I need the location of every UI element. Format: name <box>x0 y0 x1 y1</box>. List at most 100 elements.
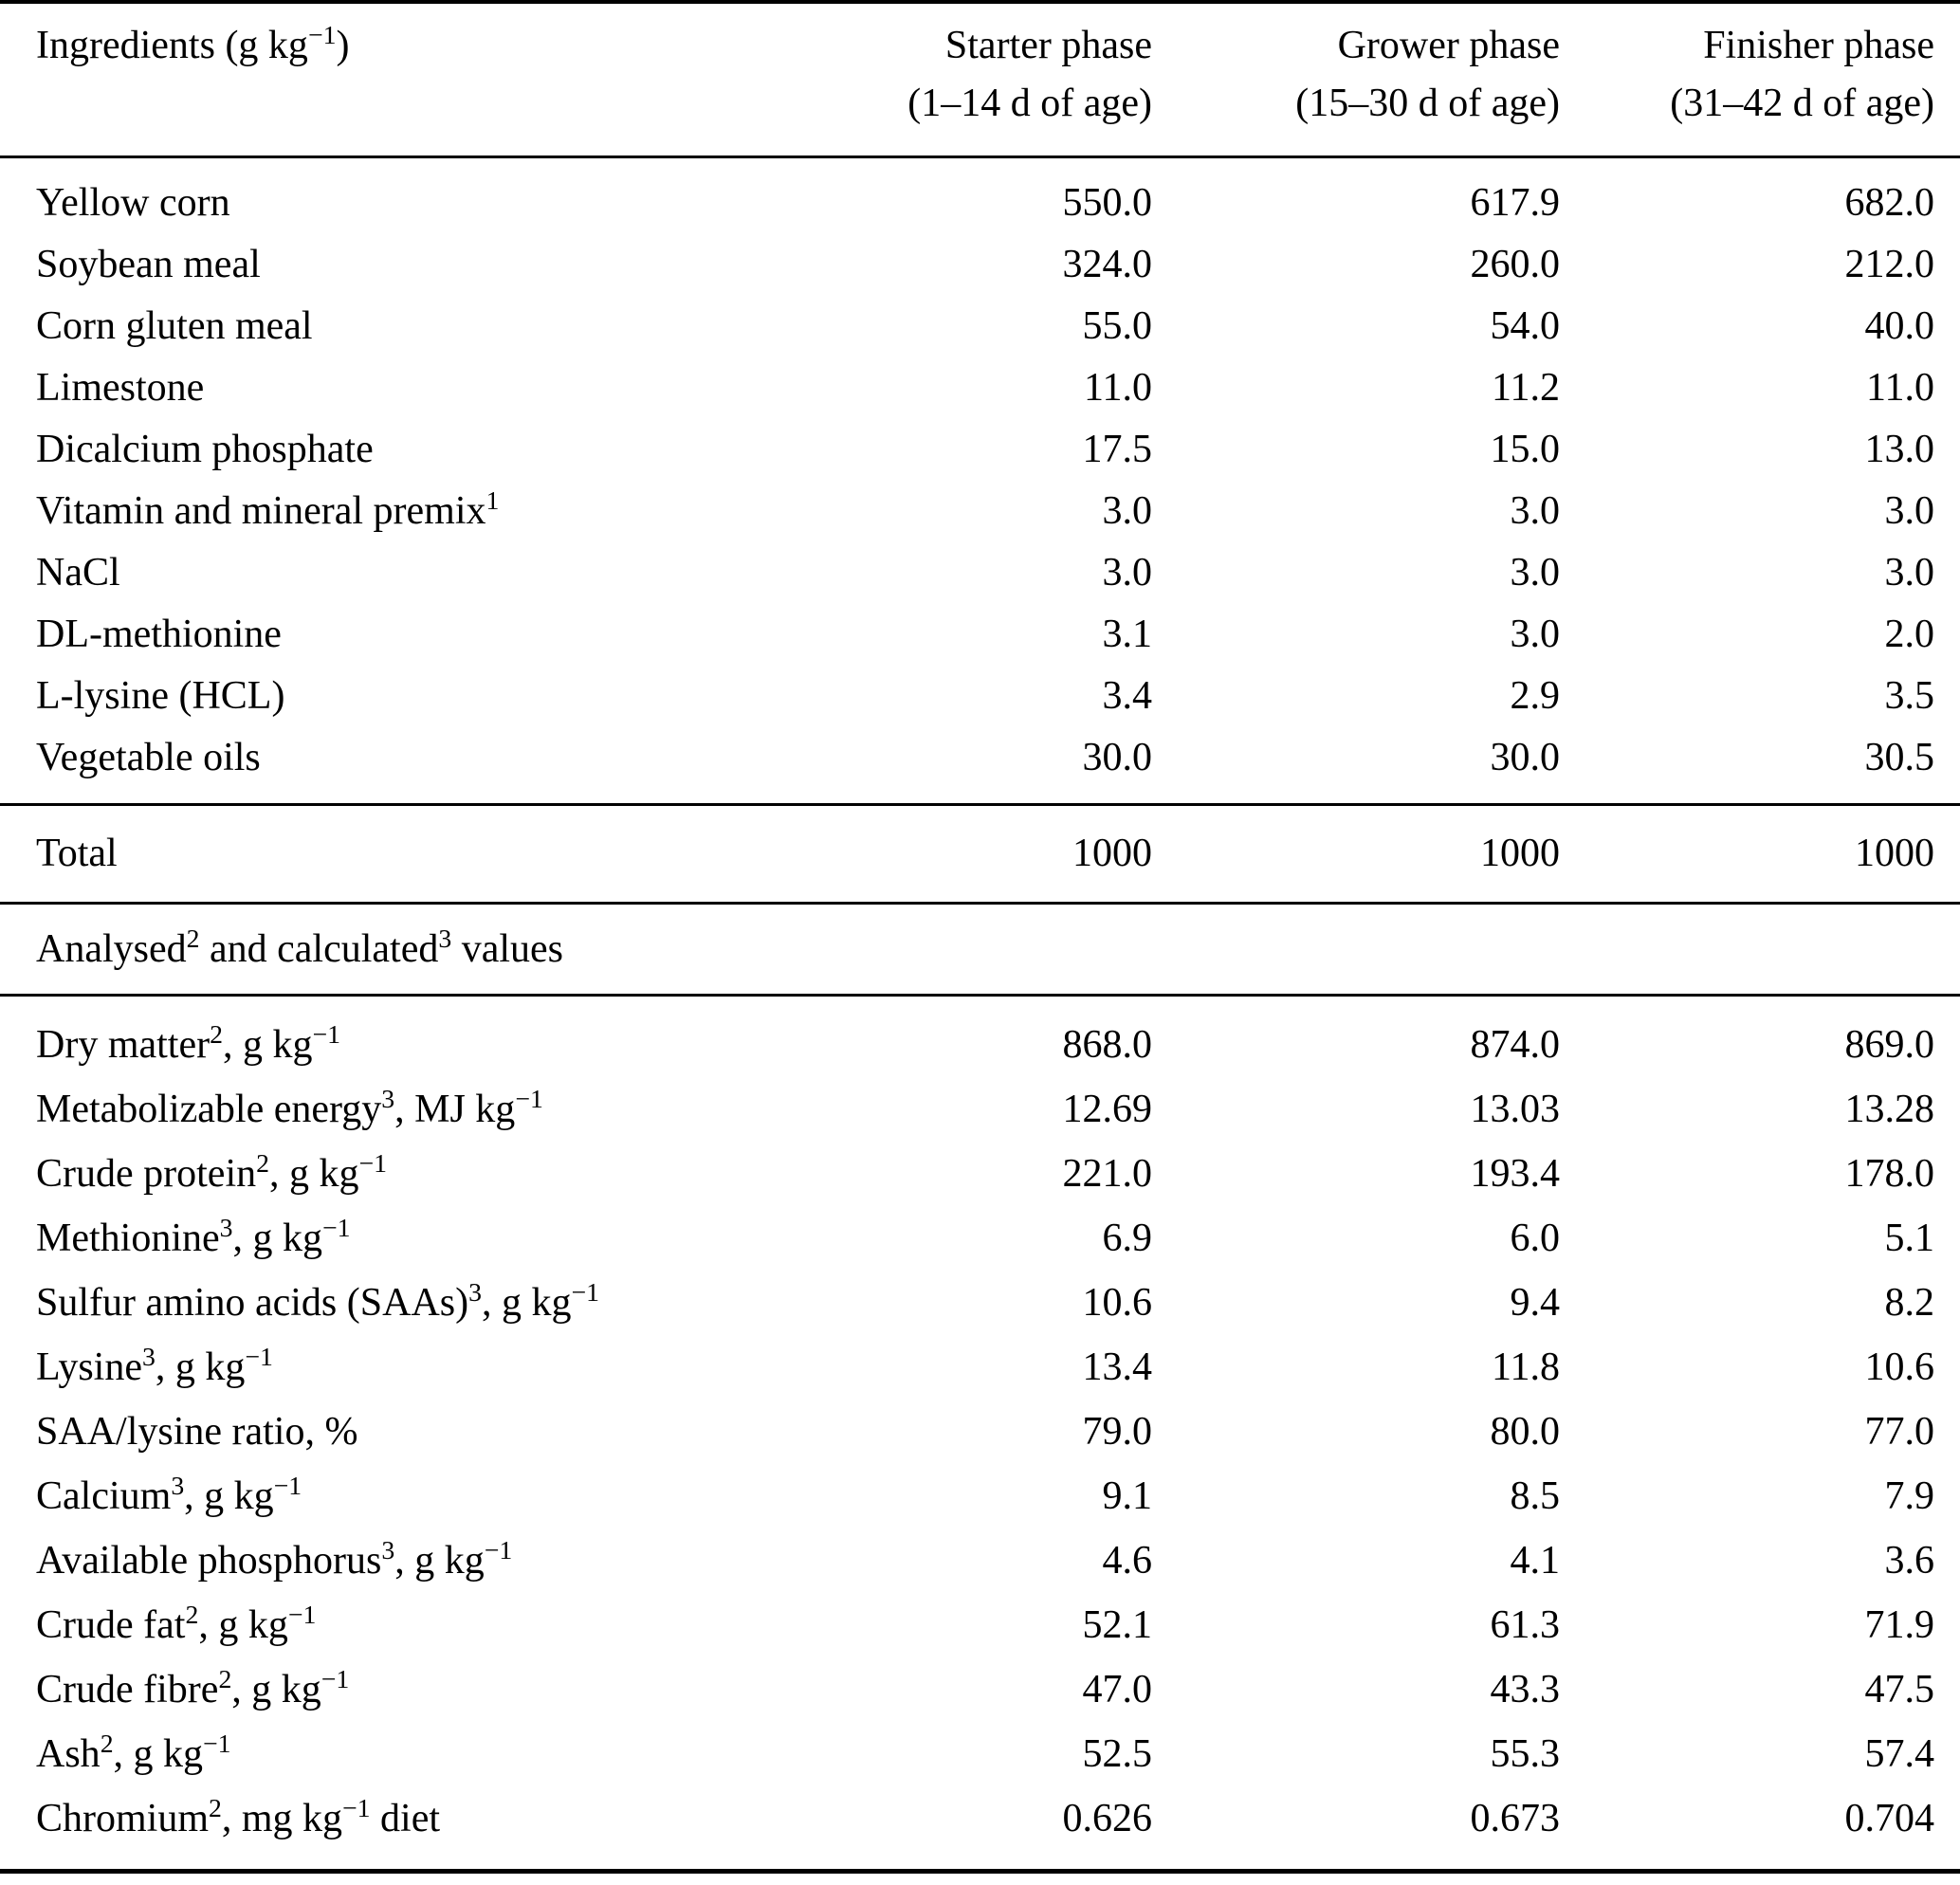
row-value-grower: 55.3 <box>1490 1732 1561 1776</box>
row-label: Yellow corn <box>36 181 230 225</box>
ingredients-section: Yellow corn 550.0 617.9 682.0 Soybean me… <box>0 158 1960 803</box>
table-row: Available phosphorus3, g kg−1 4.6 4.1 3.… <box>0 1528 1960 1593</box>
row-value-finisher: 30.5 <box>1864 736 1935 779</box>
table-row: Limestone 11.0 11.2 11.0 <box>0 357 1960 419</box>
row-value-starter: 10.6 <box>1082 1281 1153 1325</box>
row-value-starter: 868.0 <box>1062 1023 1153 1067</box>
row-value-finisher: 8.2 <box>1884 1281 1935 1325</box>
row-value-grower: 0.673 <box>1470 1797 1561 1840</box>
table-row: Ash2, g kg−1 52.5 55.3 57.4 <box>0 1722 1960 1786</box>
row-value-starter: 13.4 <box>1082 1345 1153 1389</box>
row-value-starter: 52.5 <box>1082 1732 1153 1776</box>
row-value-starter: 3.0 <box>1102 489 1153 533</box>
total-section: Total 1000 1000 1000 <box>0 806 1960 902</box>
row-value-starter: 12.69 <box>1062 1088 1153 1131</box>
table-row: Vegetable oils 30.0 30.0 30.5 <box>0 727 1960 789</box>
row-label: NaCl <box>36 551 120 595</box>
row-value-starter: 0.626 <box>1062 1797 1153 1840</box>
total-value-starter: 1000 <box>1072 832 1152 875</box>
row-label: L-lysine (HCL) <box>36 674 285 718</box>
column-header-grower-phase: Grower phase (15–30 d of age) <box>1152 17 1560 133</box>
row-value-finisher: 40.0 <box>1864 304 1935 348</box>
total-value-grower: 1000 <box>1480 832 1560 875</box>
table-row: Vitamin and mineral premix1 3.0 3.0 3.0 <box>0 481 1960 542</box>
row-value-grower: 2.9 <box>1510 674 1561 718</box>
row-value-grower: 11.8 <box>1492 1345 1560 1389</box>
row-value-finisher: 178.0 <box>1844 1152 1935 1196</box>
row-value-finisher: 7.9 <box>1884 1474 1935 1518</box>
row-label: Lysine3, g kg−1 <box>36 1342 273 1389</box>
row-value-grower: 43.3 <box>1490 1668 1561 1711</box>
header-separator-rule <box>0 156 1960 158</box>
table-row: Sulfur amino acids (SAAs)3, g kg−1 10.6 … <box>0 1271 1960 1335</box>
row-label: Vegetable oils <box>36 736 261 779</box>
row-value-starter: 3.0 <box>1102 551 1153 595</box>
row-label: Metabolizable energy3, MJ kg−1 <box>36 1084 543 1131</box>
row-value-starter: 3.4 <box>1102 674 1153 718</box>
row-value-starter: 3.1 <box>1102 613 1153 656</box>
row-label: Crude fibre2, g kg−1 <box>36 1664 350 1711</box>
table-header: Ingredients (g kg−1) Starter phase (1–14… <box>0 4 1960 156</box>
row-value-finisher: 11.0 <box>1866 366 1934 410</box>
row-value-grower: 9.4 <box>1510 1281 1561 1325</box>
row-value-grower: 3.0 <box>1510 613 1561 656</box>
column-header-grower-name: Grower phase <box>1337 24 1560 67</box>
analysed-section-title: Analysed2 and calculated3 values <box>36 924 564 971</box>
table-row: Yellow corn 550.0 617.9 682.0 <box>0 173 1960 234</box>
row-label: Crude protein2, g kg−1 <box>36 1148 387 1196</box>
total-row: Total 1000 1000 1000 <box>0 823 1960 885</box>
row-value-starter: 324.0 <box>1062 243 1153 286</box>
table-row: Chromium2, mg kg−1 diet 0.626 0.673 0.70… <box>0 1786 1960 1851</box>
section-header-bottom-rule <box>0 994 1960 997</box>
row-value-finisher: 682.0 <box>1844 181 1935 225</box>
table-row: Lysine3, g kg−1 13.4 11.8 10.6 <box>0 1335 1960 1400</box>
row-value-finisher: 71.9 <box>1864 1603 1935 1647</box>
column-header-starter-name: Starter phase <box>944 24 1152 67</box>
row-value-grower: 3.0 <box>1510 489 1561 533</box>
column-header-starter-phase: Starter phase (1–14 d of age) <box>757 17 1152 133</box>
section-header-top-rule <box>0 902 1960 905</box>
row-label: Sulfur amino acids (SAAs)3, g kg−1 <box>36 1277 599 1325</box>
row-value-starter: 52.1 <box>1082 1603 1153 1647</box>
table-row: Soybean meal 324.0 260.0 212.0 <box>0 234 1960 296</box>
table-row: L-lysine (HCL) 3.4 2.9 3.5 <box>0 666 1960 727</box>
row-value-finisher: 47.5 <box>1864 1668 1935 1711</box>
column-header-ingredients: Ingredients (g kg−1) <box>36 20 350 67</box>
row-value-finisher: 0.704 <box>1844 1797 1935 1840</box>
row-label: Dicalcium phosphate <box>36 428 374 471</box>
row-value-starter: 221.0 <box>1062 1152 1153 1196</box>
table-row: NaCl 3.0 3.0 3.0 <box>0 542 1960 604</box>
row-value-finisher: 869.0 <box>1844 1023 1935 1067</box>
row-value-starter: 11.0 <box>1084 366 1152 410</box>
table-bottom-rule <box>0 1869 1960 1874</box>
row-value-finisher: 13.0 <box>1864 428 1935 471</box>
table-row: Dicalcium phosphate 17.5 15.0 13.0 <box>0 419 1960 481</box>
row-value-grower: 8.5 <box>1510 1474 1561 1518</box>
row-value-grower: 30.0 <box>1490 736 1561 779</box>
table-row: DL-methionine 3.1 3.0 2.0 <box>0 604 1960 666</box>
row-value-finisher: 3.0 <box>1884 551 1935 595</box>
row-value-starter: 30.0 <box>1082 736 1153 779</box>
table-header-row: Ingredients (g kg−1) Starter phase (1–14… <box>0 17 1960 133</box>
table-row: Corn gluten meal 55.0 54.0 40.0 <box>0 296 1960 357</box>
table-row: Calcium3, g kg−1 9.1 8.5 7.9 <box>0 1464 1960 1528</box>
row-label: SAA/lysine ratio, % <box>36 1410 358 1454</box>
row-value-grower: 13.03 <box>1470 1088 1561 1131</box>
row-value-starter: 550.0 <box>1062 181 1153 225</box>
row-value-grower: 260.0 <box>1470 243 1561 286</box>
row-value-finisher: 3.5 <box>1884 674 1935 718</box>
row-value-grower: 6.0 <box>1510 1217 1561 1260</box>
row-label: Calcium3, g kg−1 <box>36 1471 302 1518</box>
row-value-starter: 17.5 <box>1082 428 1153 471</box>
table-row: Crude fat2, g kg−1 52.1 61.3 71.9 <box>0 1593 1960 1657</box>
row-value-grower: 80.0 <box>1490 1410 1561 1454</box>
row-value-finisher: 3.6 <box>1884 1539 1935 1583</box>
row-label: Dry matter2, g kg−1 <box>36 1019 340 1067</box>
row-value-finisher: 10.6 <box>1864 1345 1935 1389</box>
row-value-starter: 6.9 <box>1102 1217 1153 1260</box>
column-header-finisher-age-range: (31–42 d of age) <box>1670 82 1934 125</box>
row-value-grower: 11.2 <box>1492 366 1560 410</box>
row-value-grower: 4.1 <box>1510 1539 1561 1583</box>
row-value-grower: 15.0 <box>1490 428 1561 471</box>
